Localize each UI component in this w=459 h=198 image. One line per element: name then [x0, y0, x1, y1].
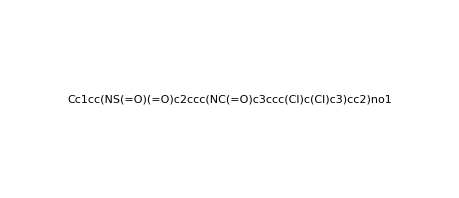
Text: Cc1cc(NS(=O)(=O)c2ccc(NC(=O)c3ccc(Cl)c(Cl)c3)cc2)no1: Cc1cc(NS(=O)(=O)c2ccc(NC(=O)c3ccc(Cl)c(C… [67, 94, 392, 104]
